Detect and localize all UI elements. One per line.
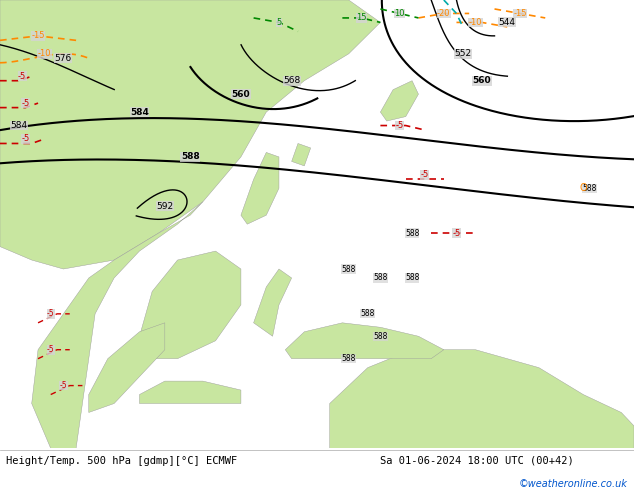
- Text: 568: 568: [283, 76, 301, 85]
- Text: 5: 5: [276, 18, 281, 27]
- Text: 592: 592: [156, 202, 174, 211]
- Text: 588: 588: [342, 354, 356, 363]
- Text: Height/Temp. 500 hPa [gdmp][°C] ECMWF: Height/Temp. 500 hPa [gdmp][°C] ECMWF: [6, 456, 238, 466]
- Text: 588: 588: [181, 152, 200, 161]
- Text: -15: -15: [31, 31, 45, 40]
- Text: -10: -10: [469, 18, 482, 27]
- Polygon shape: [32, 202, 203, 448]
- Text: O: O: [579, 183, 587, 194]
- Text: 560: 560: [472, 76, 491, 85]
- Text: -5: -5: [395, 121, 404, 130]
- Text: -10: -10: [37, 49, 51, 58]
- Polygon shape: [139, 251, 241, 359]
- Polygon shape: [241, 152, 279, 224]
- Text: Sa 01-06-2024 18:00 UTC (00+42): Sa 01-06-2024 18:00 UTC (00+42): [380, 456, 574, 466]
- Polygon shape: [89, 323, 165, 413]
- Text: -5: -5: [18, 72, 27, 81]
- Text: 588: 588: [373, 332, 387, 341]
- Polygon shape: [330, 350, 634, 448]
- Text: -20: -20: [437, 9, 451, 18]
- Text: 552: 552: [454, 49, 472, 58]
- Text: -5: -5: [47, 345, 55, 354]
- Text: 560: 560: [231, 90, 250, 98]
- Text: -5: -5: [47, 309, 55, 318]
- Text: -5: -5: [60, 381, 67, 390]
- Polygon shape: [380, 81, 418, 121]
- Text: 576: 576: [55, 54, 72, 63]
- Polygon shape: [292, 144, 311, 166]
- Text: 588: 588: [342, 265, 356, 273]
- Polygon shape: [285, 323, 444, 359]
- Text: 584: 584: [130, 108, 149, 117]
- Polygon shape: [139, 381, 241, 404]
- Text: 588: 588: [405, 229, 419, 238]
- Text: -5: -5: [21, 134, 30, 144]
- Text: ©weatheronline.co.uk: ©weatheronline.co.uk: [519, 479, 628, 489]
- Text: -5: -5: [452, 229, 461, 238]
- Text: -15: -15: [513, 9, 527, 18]
- Polygon shape: [254, 269, 292, 336]
- Text: -5: -5: [420, 171, 429, 179]
- Text: 588: 588: [583, 184, 597, 193]
- Text: 15: 15: [356, 13, 366, 23]
- Text: 544: 544: [499, 18, 515, 27]
- Text: -5: -5: [21, 98, 30, 108]
- Polygon shape: [0, 0, 380, 269]
- Text: 588: 588: [405, 273, 419, 282]
- Text: 584: 584: [10, 121, 28, 130]
- Text: 10: 10: [394, 9, 404, 18]
- Text: 588: 588: [373, 273, 387, 282]
- Text: 588: 588: [361, 309, 375, 318]
